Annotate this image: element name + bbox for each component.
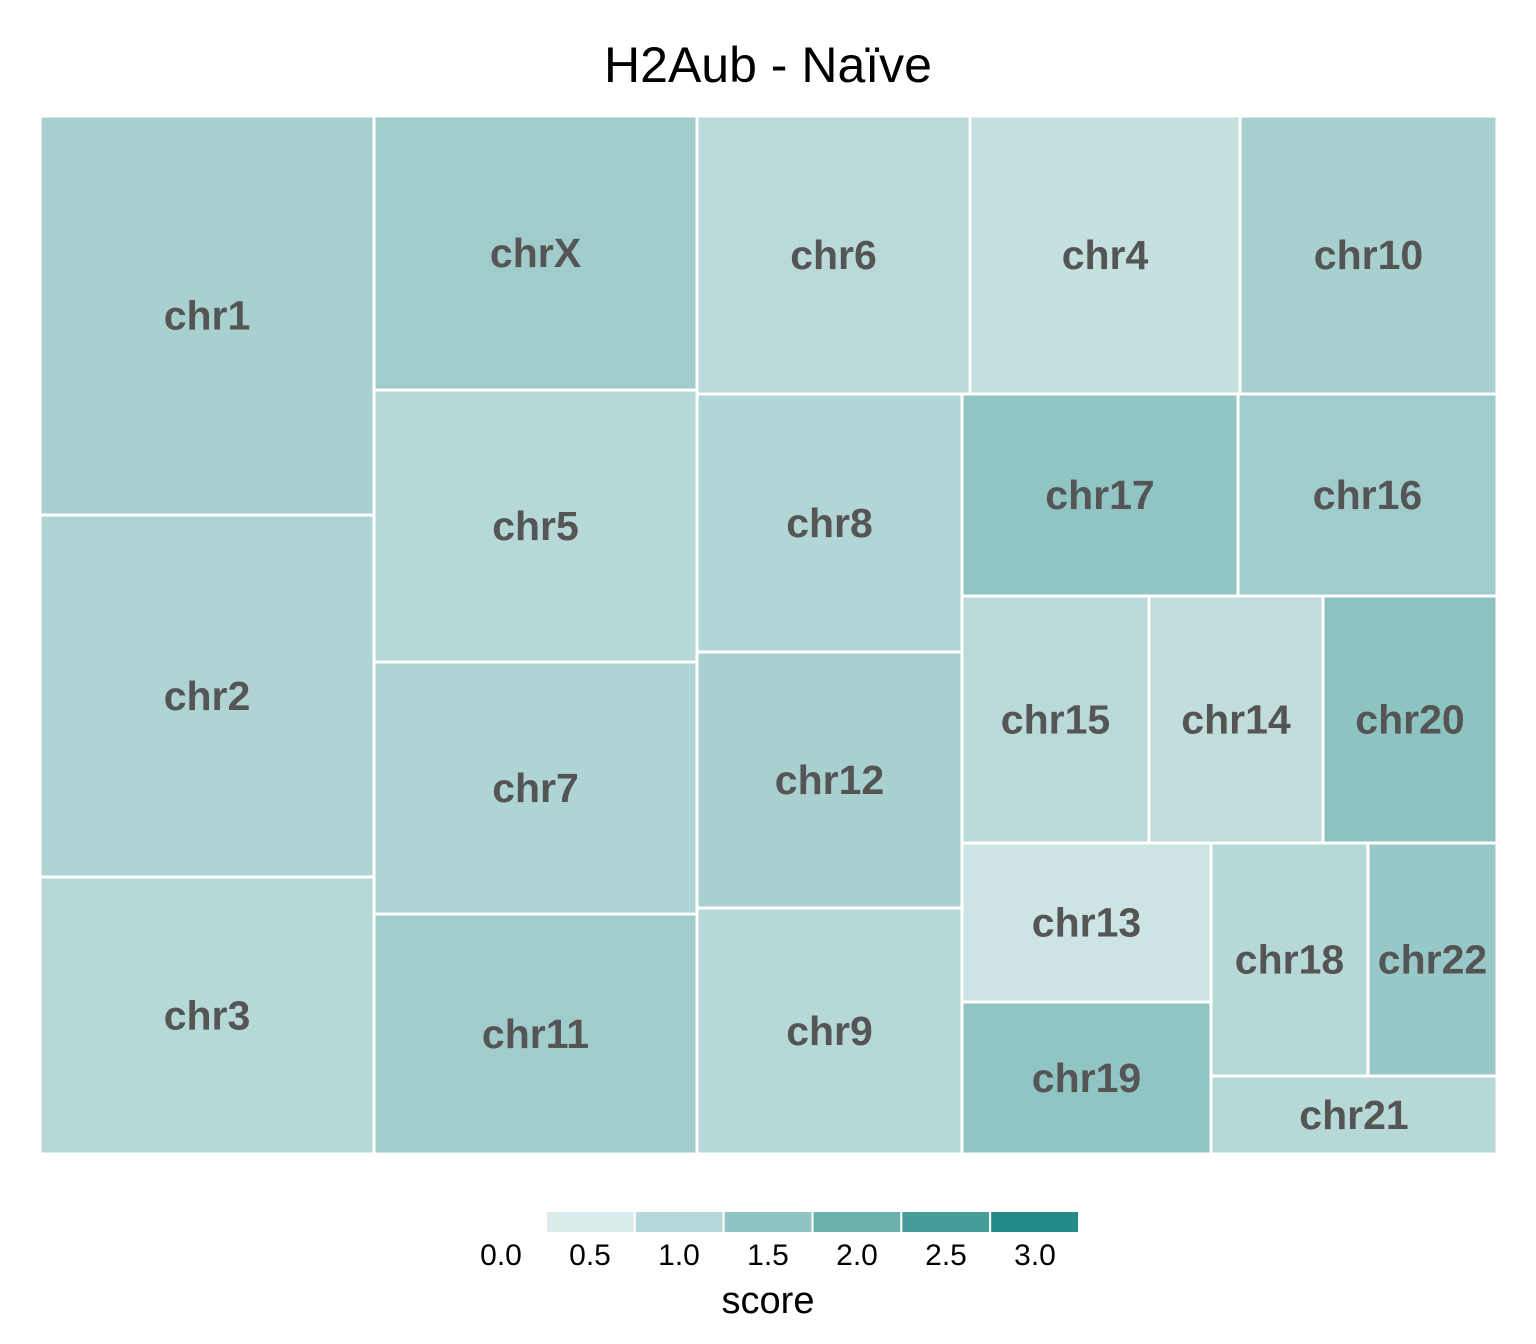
legend: 0.0 0.5 1.0 1.5 2.0 2.5 3.0 [480, 1210, 1081, 1272]
tile-chr11 [372, 912, 699, 1156]
tile-label-chr13: chr13 [1032, 900, 1141, 946]
chart-title: H2Aub - Naïve [604, 37, 932, 93]
tile-chr4 [968, 114, 1242, 396]
tile-label-chr12: chr12 [775, 757, 884, 803]
legend-swatch [633, 1210, 725, 1234]
tile-label-chr16: chr16 [1313, 472, 1422, 518]
legend-tick-label: 2.0 [836, 1239, 878, 1272]
tile-label-chr1: chr1 [164, 293, 251, 339]
tile-chr21 [1209, 1074, 1499, 1156]
legend-swatch [811, 1210, 903, 1234]
tile-chr17 [960, 392, 1240, 598]
tile-label-chr17: chr17 [1045, 472, 1154, 518]
legend-tick-label: 3.0 [1014, 1239, 1056, 1272]
tile-label-chr18: chr18 [1235, 937, 1344, 983]
tile-chr22 [1366, 841, 1499, 1078]
tile-chr2 [38, 513, 376, 879]
tile-label-chr22: chr22 [1378, 937, 1487, 983]
tile-chr20 [1321, 594, 1499, 845]
tile-chr1 [38, 114, 376, 517]
tile-chr9 [695, 906, 964, 1156]
tile-label-chr19: chr19 [1032, 1055, 1141, 1101]
tile-chr10 [1238, 114, 1499, 396]
tile-label-chr10: chr10 [1314, 232, 1423, 278]
tile-label-chr5: chr5 [492, 503, 579, 549]
tile-label-chr21: chr21 [1299, 1092, 1408, 1138]
legend-tick-label: 1.5 [747, 1239, 789, 1272]
tile-label-chr7: chr7 [492, 765, 579, 811]
treemap-tiles: chr1 chr2 chr3 chrX chr5 chr7 chr11 chr6 chr8 chr… [38, 114, 1499, 1156]
tile-label-chrX: chrX [490, 230, 581, 276]
tile-chr18 [1209, 841, 1370, 1078]
legend-tick-label: 0.0 [480, 1239, 522, 1272]
tile-label-chr15: chr15 [1001, 697, 1110, 743]
legend-title: score [721, 1280, 815, 1322]
tile-label-chr4: chr4 [1062, 232, 1149, 278]
legend-tick-label: 1.0 [658, 1239, 700, 1272]
tile-chr16 [1236, 392, 1499, 598]
tile-label-chr2: chr2 [164, 673, 251, 719]
legend-tick-label: 2.5 [925, 1239, 967, 1272]
tile-label-chr20: chr20 [1355, 697, 1464, 743]
legend-swatch [900, 1210, 992, 1234]
tile-chr8 [695, 392, 964, 654]
tile-chrX [372, 114, 699, 392]
tile-chr12 [695, 650, 964, 910]
tile-chr15 [960, 594, 1151, 845]
tile-chr14 [1147, 594, 1325, 845]
tile-chr13 [960, 841, 1213, 1004]
tile-chr3 [38, 875, 376, 1156]
tile-chr6 [695, 114, 972, 396]
tile-chr19 [960, 1000, 1213, 1156]
tile-label-chr11: chr11 [482, 1011, 589, 1057]
legend-tick-label: 0.5 [569, 1239, 611, 1272]
tile-label-chr9: chr9 [786, 1008, 873, 1054]
tile-label-chr8: chr8 [786, 500, 873, 546]
tile-label-chr14: chr14 [1181, 697, 1291, 743]
tile-label-chr6: chr6 [790, 232, 877, 278]
tile-label-chr3: chr3 [164, 993, 251, 1039]
legend-swatch [722, 1210, 814, 1234]
legend-swatch [545, 1210, 636, 1234]
legend-swatch [989, 1210, 1081, 1234]
